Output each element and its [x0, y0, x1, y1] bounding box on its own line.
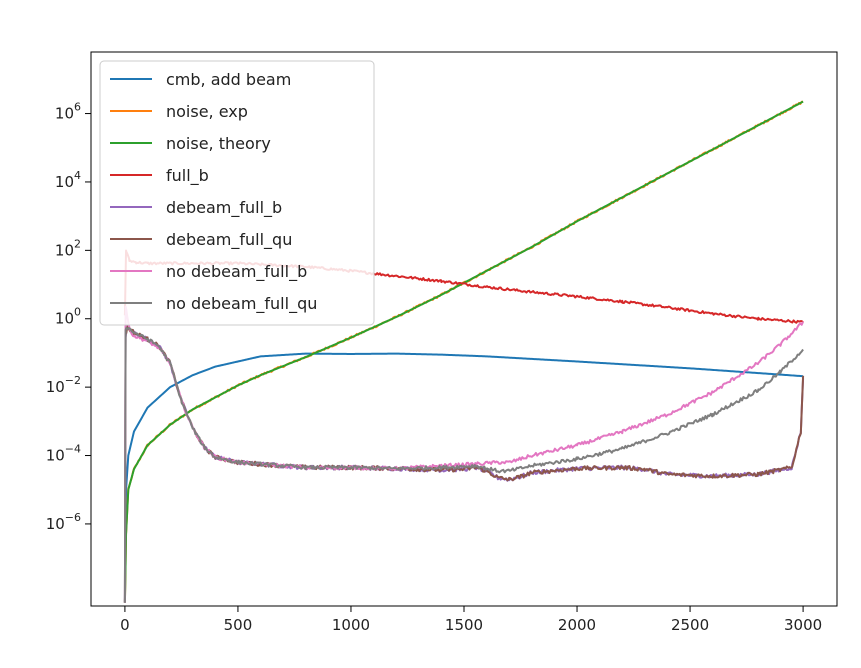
legend-label: debeam_full_b — [166, 198, 282, 218]
x-axis: 0 500 1000 1500 2000 2500 3000 — [120, 606, 822, 634]
x-tick-label: 500 — [224, 616, 253, 634]
legend-label: no debeam_full_b — [166, 262, 307, 282]
y-tick-label: 106 — [55, 101, 81, 123]
y-tick-label: 102 — [55, 237, 81, 259]
series-line-1 — [123, 352, 804, 603]
legend: cmb, add beam noise, exp noise, theory full… — [99, 60, 375, 326]
legend-box — [99, 60, 375, 326]
series-line-8 — [123, 327, 804, 603]
y-tick-label: 104 — [55, 169, 81, 191]
y-axis: 10−6 10−4 10−2 100 102 104 106 — [46, 101, 91, 533]
legend-label: noise, theory — [166, 134, 271, 153]
legend-label: debeam_full_qu — [166, 230, 292, 250]
x-tick-label: 0 — [120, 616, 130, 634]
y-tick-label: 100 — [55, 306, 81, 328]
legend-label: no debeam_full_qu — [166, 294, 317, 314]
x-tick-label: 1000 — [332, 616, 370, 634]
x-tick-label: 3000 — [784, 616, 822, 634]
series-line-6 — [123, 325, 805, 603]
x-tick-label: 2000 — [558, 616, 596, 634]
y-tick-label: 10−4 — [46, 443, 81, 465]
legend-label: full_b — [166, 166, 209, 186]
y-tick-label: 10−2 — [46, 374, 81, 396]
series-line-3 — [123, 100, 804, 603]
legend-label: noise, exp — [166, 102, 248, 121]
x-tick-label: 1500 — [445, 616, 483, 634]
legend-label: cmb, add beam — [166, 70, 291, 89]
x-tick-label: 2500 — [671, 616, 709, 634]
y-tick-label: 10−6 — [46, 511, 81, 533]
